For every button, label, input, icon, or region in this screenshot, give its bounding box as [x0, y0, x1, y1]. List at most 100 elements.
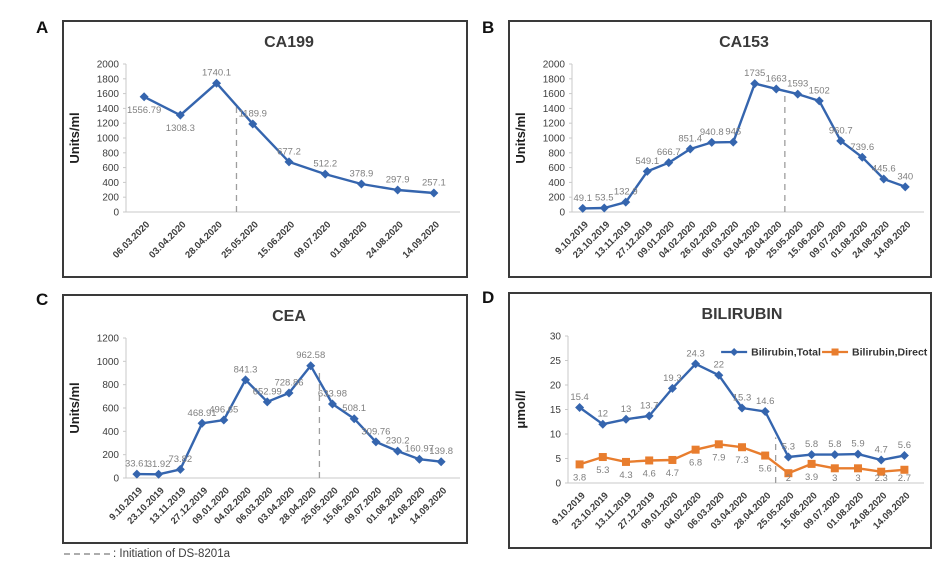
bilirubin-line-chart: BILIRUBINμmol/l0510152025309.10.201923.1… — [513, 306, 928, 532]
svg-text:841.3: 841.3 — [234, 364, 258, 375]
svg-text:BILIRUBIN: BILIRUBIN — [702, 306, 783, 323]
panel-letter-d: D — [482, 288, 495, 307]
svg-text:5.6: 5.6 — [759, 464, 772, 475]
svg-text:1400: 1400 — [97, 104, 120, 115]
svg-text:1800: 1800 — [543, 74, 566, 85]
svg-text:2.7: 2.7 — [898, 473, 911, 484]
panel-letter-c: C — [36, 290, 49, 309]
svg-text:600: 600 — [102, 404, 119, 415]
svg-text:5.9: 5.9 — [851, 439, 864, 450]
svg-text:508.1: 508.1 — [342, 403, 366, 414]
svg-text:600: 600 — [548, 163, 565, 174]
svg-text:851.4: 851.4 — [678, 133, 702, 144]
svg-text:CA153: CA153 — [719, 34, 769, 51]
svg-text:53.5: 53.5 — [595, 193, 614, 204]
dashed-line-sample-icon — [64, 553, 110, 555]
svg-text:7.3: 7.3 — [735, 455, 748, 466]
ca199-line-chart: CA199 Units/ml 0 200 400 600 800 1000 1200 1400 16… — [67, 34, 460, 261]
panel-letter-b: B — [482, 18, 495, 37]
svg-text:25.05.2020: 25.05.2020 — [220, 219, 261, 260]
svg-text:13.7: 13.7 — [640, 400, 659, 411]
svg-text:468.91: 468.91 — [188, 408, 217, 419]
svg-text:200: 200 — [548, 193, 565, 204]
svg-text:0: 0 — [113, 474, 119, 485]
svg-text:1200: 1200 — [97, 119, 120, 130]
svg-text:0: 0 — [559, 208, 565, 219]
svg-text:6.8: 6.8 — [689, 458, 702, 469]
svg-text:25: 25 — [550, 356, 562, 367]
ca153-line-chart: CA153 Units/ml 0 200 400 600 800 1000 1200 1400 16… — [513, 34, 924, 261]
svg-text:378.9: 378.9 — [350, 168, 374, 179]
svg-text:03.04.2020: 03.04.2020 — [147, 219, 188, 260]
svg-text:1556.79: 1556.79 — [127, 105, 161, 116]
svg-text:200: 200 — [102, 450, 119, 461]
svg-text:666.7: 666.7 — [657, 147, 681, 158]
panel-bilirubin: BILIRUBIN μmol/l 0 5 10 15 20 25 30 9.10.2019 23.1… — [508, 292, 932, 549]
svg-text:01.08.2020: 01.08.2020 — [328, 219, 369, 260]
svg-text:Units/ml: Units/ml — [67, 382, 82, 433]
svg-text:400: 400 — [102, 427, 119, 438]
svg-text:633.98: 633.98 — [318, 389, 347, 400]
svg-text:1735: 1735 — [744, 68, 765, 79]
svg-text:28.04.2020: 28.04.2020 — [183, 219, 224, 260]
svg-text:1600: 1600 — [543, 89, 566, 100]
svg-text:4.6: 4.6 — [643, 468, 656, 479]
svg-text:739.6: 739.6 — [850, 142, 874, 153]
svg-text:257.1: 257.1 — [422, 177, 446, 188]
svg-text:400: 400 — [548, 178, 565, 189]
svg-text:1800: 1800 — [97, 74, 120, 85]
svg-text:549.1: 549.1 — [635, 156, 659, 167]
svg-text:15: 15 — [550, 405, 562, 416]
svg-text:3: 3 — [855, 473, 860, 484]
svg-text:1000: 1000 — [97, 357, 120, 368]
svg-text:19.3: 19.3 — [663, 373, 682, 384]
svg-text:CEA: CEA — [272, 308, 306, 325]
svg-text:677.2: 677.2 — [277, 146, 301, 157]
svg-text:800: 800 — [102, 148, 119, 159]
svg-text:445.6: 445.6 — [872, 164, 896, 175]
svg-text:200: 200 — [102, 193, 119, 204]
svg-text:Units/ml: Units/ml — [513, 112, 528, 163]
svg-text:960.7: 960.7 — [829, 125, 853, 136]
svg-text:09.07.2020: 09.07.2020 — [292, 219, 333, 260]
svg-text:3.9: 3.9 — [805, 472, 818, 483]
panel-ca153: CA153 Units/ml 0 200 400 600 800 1000 1200 1400 16… — [508, 20, 932, 278]
svg-text:962.58: 962.58 — [296, 350, 325, 361]
svg-text:22: 22 — [714, 360, 725, 371]
svg-text:3: 3 — [832, 473, 837, 484]
svg-text:24.3: 24.3 — [686, 348, 705, 359]
svg-text:132.9: 132.9 — [614, 187, 638, 198]
svg-text:400: 400 — [102, 178, 119, 189]
svg-text:0: 0 — [113, 208, 119, 219]
svg-text:Bilirubin,Total: Bilirubin,Total — [751, 347, 821, 359]
svg-text:1189.9: 1189.9 — [239, 108, 267, 119]
svg-text:10: 10 — [550, 430, 562, 441]
svg-text:139.8: 139.8 — [429, 446, 453, 457]
svg-text:1502: 1502 — [809, 85, 830, 96]
svg-text:20: 20 — [550, 381, 562, 392]
svg-text:4.7: 4.7 — [666, 468, 679, 479]
svg-text:3.8: 3.8 — [573, 472, 586, 483]
svg-text:0: 0 — [555, 479, 561, 490]
svg-text:512.2: 512.2 — [313, 159, 337, 170]
svg-text:2000: 2000 — [97, 60, 120, 71]
svg-text:15.4: 15.4 — [570, 392, 589, 403]
svg-text:309.76: 309.76 — [361, 426, 390, 437]
panel-letter-a: A — [36, 18, 49, 37]
svg-text:600: 600 — [102, 163, 119, 174]
svg-text:297.9: 297.9 — [386, 174, 410, 185]
svg-text:230.2: 230.2 — [386, 436, 410, 447]
dashed-line-legend: : Initiation of DS-8201a — [64, 548, 230, 560]
svg-text:1200: 1200 — [543, 119, 566, 130]
svg-text:Bilirubin,Direct: Bilirubin,Direct — [852, 347, 928, 359]
svg-text:7.9: 7.9 — [712, 452, 725, 463]
svg-text:4.3: 4.3 — [619, 470, 632, 481]
svg-text:1740.1: 1740.1 — [202, 68, 231, 79]
svg-text:652.99: 652.99 — [253, 386, 282, 397]
svg-text:13: 13 — [621, 404, 632, 415]
svg-text:30: 30 — [550, 332, 562, 343]
svg-text:5: 5 — [555, 454, 561, 465]
svg-text:CA199: CA199 — [264, 34, 314, 51]
svg-text:1400: 1400 — [543, 104, 566, 115]
